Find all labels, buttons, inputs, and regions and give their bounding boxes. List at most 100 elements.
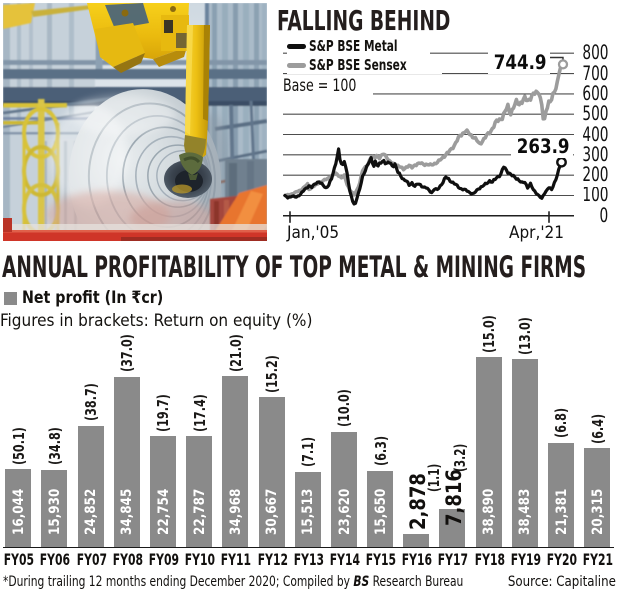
bar-value-FY10: 22,787 bbox=[191, 488, 208, 535]
line-chart-title: FALLING BEHIND bbox=[277, 4, 451, 37]
bar-value-FY19: 38,483 bbox=[517, 488, 534, 535]
bar-value-FY15: 15,650 bbox=[372, 488, 389, 535]
bar-roe-FY12: (15.2) bbox=[262, 355, 281, 393]
x-label-FY09: FY09 bbox=[148, 549, 179, 569]
bar-FY06 bbox=[41, 469, 68, 548]
x-label-FY18: FY18 bbox=[474, 549, 505, 569]
bar-roe-FY13: (7.1) bbox=[299, 437, 318, 468]
bar-value-FY07: 24,852 bbox=[83, 488, 100, 535]
footnote: *During trailing 12 months ending Decemb… bbox=[3, 574, 464, 590]
bar-chart-title: ANNUAL PROFITABILITY OF TOP METAL & MINI… bbox=[2, 250, 587, 284]
x-label-FY19: FY19 bbox=[510, 549, 541, 569]
bar-FY14 bbox=[330, 431, 357, 548]
y-tick-100: 100 bbox=[574, 183, 608, 207]
net-profit-label: Net profit (In ₹cr) bbox=[22, 287, 164, 308]
bs-abbrev: BS bbox=[353, 574, 370, 590]
x-label-FY20: FY20 bbox=[546, 549, 578, 569]
bar-roe-FY07: (38.7) bbox=[81, 383, 100, 422]
crane-hook-arm bbox=[179, 25, 210, 180]
bar-value-FY13: 15,513 bbox=[300, 488, 317, 535]
bar-FY09 bbox=[149, 436, 176, 548]
bar-roe-FY08: (37.0) bbox=[118, 334, 137, 373]
y-tick-0: 0 bbox=[574, 203, 608, 228]
source-label: Source: Capitaline bbox=[508, 574, 616, 590]
bar-value-FY14: 23,620 bbox=[336, 488, 353, 535]
y-tick-300: 300 bbox=[574, 142, 608, 167]
bar-FY05 bbox=[5, 469, 32, 548]
legend-label-metal: S&P BSE Metal bbox=[309, 36, 398, 55]
net-profit-swatch bbox=[4, 291, 17, 305]
bar-roe-FY05: (50.1) bbox=[9, 426, 28, 465]
x-label-FY12: FY12 bbox=[257, 549, 288, 569]
bar-chart-legend: Net profit (In ₹cr) bbox=[4, 287, 174, 308]
x-label-FY13: FY13 bbox=[293, 549, 324, 569]
bar-FY18 bbox=[475, 357, 502, 548]
x-label-FY08: FY08 bbox=[112, 549, 143, 569]
brackets-note: Figures in brackets: Return on equity (%… bbox=[0, 311, 313, 331]
red-rail bbox=[3, 218, 267, 241]
bar-FY15 bbox=[367, 470, 394, 548]
bar-roe-FY17: (3.2) bbox=[451, 444, 470, 473]
x-label-FY17: FY17 bbox=[438, 549, 469, 569]
bar-value-FY12: 30,667 bbox=[264, 488, 281, 535]
bar-FY21 bbox=[584, 448, 611, 548]
bar-FY17 bbox=[439, 509, 466, 548]
metal-end-marker bbox=[556, 156, 567, 168]
bar-value-FY18: 38,890 bbox=[481, 488, 498, 535]
bar-FY12 bbox=[258, 397, 285, 548]
bar-axis-line bbox=[3, 546, 614, 549]
bar-roe-FY09: (19.7) bbox=[154, 393, 173, 432]
x-label-FY10: FY10 bbox=[184, 549, 216, 569]
bar-value-FY17: 7,816 bbox=[442, 468, 468, 526]
x-axis-label-end: Apr,'21 bbox=[509, 223, 564, 243]
sensex-line-swatch bbox=[287, 63, 306, 68]
bar-FY08 bbox=[113, 376, 140, 548]
bar-value-FY20: 21,381 bbox=[553, 488, 570, 535]
bar-FY10 bbox=[186, 436, 213, 548]
bar-value-FY06: 15,930 bbox=[47, 488, 63, 535]
y-tick-200: 200 bbox=[574, 163, 608, 187]
bar-roe-FY20: (6.8) bbox=[552, 408, 571, 439]
x-label-FY06: FY06 bbox=[40, 549, 71, 569]
legend-label-sensex: S&P BSE Sensex bbox=[309, 55, 407, 74]
x-label-FY21: FY21 bbox=[582, 549, 614, 569]
x-label-FY15: FY15 bbox=[365, 549, 397, 569]
legend-item-metal: S&P BSE Metal bbox=[287, 38, 430, 55]
y-tick-500: 500 bbox=[574, 102, 608, 126]
bar-roe-FY15: (6.3) bbox=[371, 436, 390, 467]
bar-roe-FY14: (10.0) bbox=[335, 389, 354, 428]
bar-value-FY11: 34,968 bbox=[227, 488, 244, 535]
x-axis-label-start: Jan,'05 bbox=[287, 223, 340, 243]
bar-value-FY09: 22,754 bbox=[155, 488, 172, 535]
y-tick-600: 600 bbox=[574, 81, 608, 106]
bar-roe-FY10: (17.4) bbox=[190, 393, 209, 432]
legend-item-sensex: S&P BSE Sensex bbox=[287, 57, 442, 74]
metal-line-swatch bbox=[287, 44, 306, 49]
bar-FY11 bbox=[222, 376, 249, 548]
bar-roe-FY11: (21.0) bbox=[226, 334, 245, 372]
bar-roe-FY06: (34.8) bbox=[45, 427, 64, 466]
x-label-FY05: FY05 bbox=[3, 549, 35, 569]
bar-FY13 bbox=[294, 471, 321, 548]
metal-end-value: 263.9 bbox=[511, 134, 573, 158]
y-tick-700: 700 bbox=[574, 61, 608, 85]
bar-FY20 bbox=[548, 442, 575, 548]
y-tick-800: 800 bbox=[574, 41, 608, 65]
bar-value-FY08: 34,845 bbox=[119, 488, 136, 535]
sensex-end-value: 744.9 bbox=[488, 51, 550, 75]
bar-FY07 bbox=[77, 425, 104, 548]
base-note: Base = 100 bbox=[282, 77, 374, 96]
bar-roe-FY16: (1.1) bbox=[425, 463, 444, 492]
bar-FY16 bbox=[403, 533, 430, 548]
x-label-FY07: FY07 bbox=[76, 549, 107, 569]
y-tick-400: 400 bbox=[574, 122, 608, 146]
sensex-end-marker bbox=[557, 59, 569, 70]
steel-coil-photo bbox=[3, 3, 267, 241]
bar-roe-FY18: (15.0) bbox=[480, 314, 499, 353]
crane-housing bbox=[3, 3, 189, 73]
metal-series-line bbox=[283, 147, 564, 206]
bar-roe-FY21: (6.4) bbox=[588, 413, 607, 444]
bar-FY19 bbox=[511, 359, 538, 548]
x-label-FY16: FY16 bbox=[402, 549, 433, 569]
